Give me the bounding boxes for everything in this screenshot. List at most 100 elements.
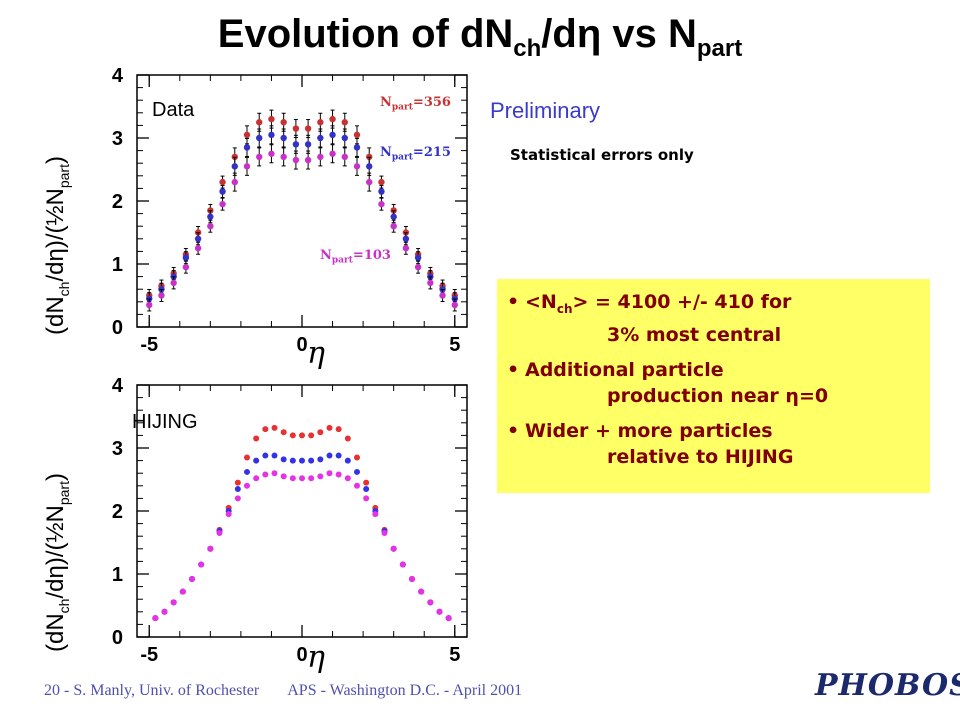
data-point: [253, 475, 260, 482]
page-title: Evolution of dNch/dη vs Npart: [217, 12, 743, 62]
data-point: [344, 475, 351, 482]
data-point: [451, 301, 458, 309]
data-point: [182, 254, 190, 261]
data-point: [299, 432, 305, 439]
data-point: [335, 426, 342, 433]
data-point: [366, 178, 373, 186]
data-point: [194, 235, 202, 242]
y-tick-label: 0: [112, 627, 123, 649]
data-point: [363, 485, 370, 492]
data-point: [390, 213, 397, 220]
top-x-axis-label: η: [307, 336, 325, 371]
data-point: [170, 279, 177, 287]
data-point: [439, 292, 446, 299]
data-point: [231, 178, 238, 186]
data-point: [299, 457, 305, 464]
data-point: [253, 457, 260, 464]
data-point: [329, 115, 336, 123]
bottom-x-axis-label: η: [307, 640, 325, 675]
summary-box: • <Nch> = 4100 +/- 410 for 3% most central…: [497, 279, 930, 493]
data-point: [304, 156, 312, 164]
data-point: [271, 452, 278, 459]
data-point: [243, 163, 251, 170]
data-point: [399, 561, 406, 568]
y-tick-label: 2: [112, 501, 123, 523]
data-point: [189, 576, 195, 583]
data-point: [418, 588, 425, 595]
data-point: [378, 200, 385, 208]
data-point: [292, 156, 300, 164]
data-point: [256, 134, 263, 142]
y-tick-label: 2: [112, 191, 123, 213]
data-point: [152, 615, 159, 622]
data-point: [304, 141, 312, 148]
x-tick-label: 0: [296, 644, 307, 666]
data-point: [427, 279, 434, 287]
y-tick-label: 3: [112, 128, 123, 150]
y-tick-label: 4: [112, 375, 124, 397]
y-tick-label: 1: [112, 254, 123, 276]
data-point: [317, 429, 324, 436]
data-point: [289, 432, 296, 439]
data-point: [243, 144, 251, 151]
data-point: [372, 511, 379, 518]
data-point: [198, 561, 205, 568]
data-point: [234, 485, 241, 492]
data-point: [354, 482, 360, 489]
data-point: [268, 150, 275, 157]
data-point: [326, 452, 333, 459]
data-point: [271, 470, 278, 477]
data-point: [207, 223, 214, 230]
footer: 20 - S. Manly, Univ. of Rochester APS - …: [44, 682, 523, 699]
data-panel-tag: Data: [152, 99, 195, 121]
data-point: [354, 454, 360, 461]
data-point: [378, 188, 385, 195]
data-point: [262, 426, 269, 433]
data-point: [262, 452, 269, 459]
x-tick-label: 5: [449, 334, 460, 356]
x-tick-label: -5: [140, 334, 158, 356]
data-point: [414, 263, 422, 271]
data-point: [329, 150, 336, 157]
data-point: [445, 615, 452, 622]
data-point: [216, 530, 223, 537]
data-point: [308, 432, 315, 439]
data-point: [219, 178, 226, 186]
data-point: [304, 125, 312, 132]
data-point: [234, 495, 241, 502]
data-point: [244, 454, 250, 461]
data-point: [341, 134, 348, 142]
data-point: [436, 608, 443, 615]
data-point: [262, 471, 269, 478]
data-point: [219, 200, 226, 208]
data-point: [207, 545, 214, 552]
data-point: [244, 468, 250, 475]
data-point: [280, 473, 287, 480]
data-point: [207, 213, 214, 220]
data-point: [378, 178, 385, 186]
data-point: [344, 435, 351, 442]
npart-356-label: Npart=356: [380, 95, 451, 113]
data-point: [317, 134, 324, 142]
data-point: [353, 163, 361, 170]
data-point: [271, 424, 278, 431]
data-point: [353, 144, 361, 151]
data-point: [280, 119, 287, 126]
data-point: [292, 125, 300, 132]
data-point: [341, 153, 348, 161]
x-tick-label: 0: [296, 334, 307, 356]
data-point: [234, 479, 241, 486]
data-point: [335, 471, 342, 478]
data-point: [280, 134, 287, 142]
data-point: [402, 245, 410, 252]
summary-item: • <Nch> = 4100 +/- 410 for 3% most central: [507, 291, 792, 346]
data-point: [354, 468, 360, 475]
phobos-logo: PHOBOS: [815, 668, 960, 703]
x-tick-label: -5: [140, 644, 158, 666]
summary-item: • Wider + more particles relative to HIJIN…: [507, 419, 794, 468]
data-point: [280, 429, 287, 436]
data-point: [366, 163, 373, 170]
preliminary-label: Preliminary: [490, 98, 601, 123]
summary-item: • Additional particle production near η=0: [507, 358, 829, 407]
data-point: [179, 588, 186, 595]
